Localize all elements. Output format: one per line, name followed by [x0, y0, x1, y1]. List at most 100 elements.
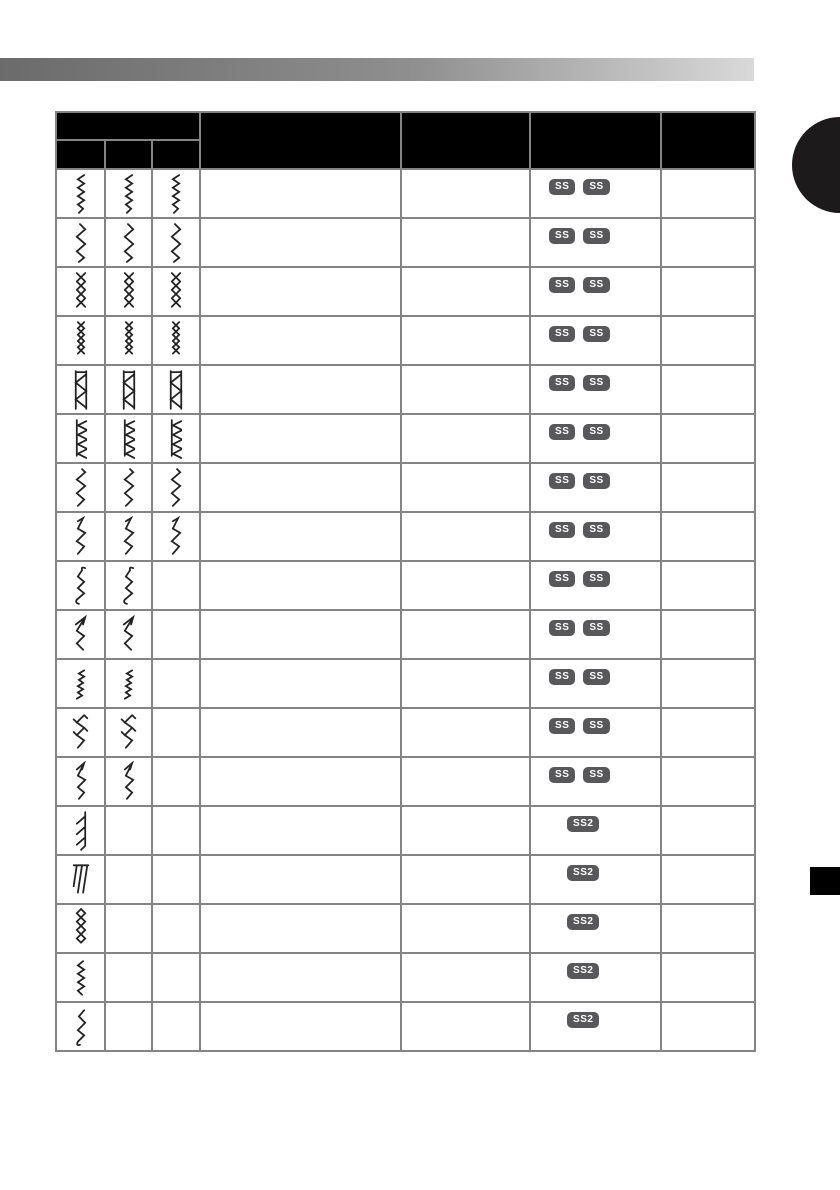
table-row: SS SS: [55, 756, 757, 807]
presser-foot-badge: SS: [583, 522, 610, 538]
presser-foot-badge: SS: [583, 767, 610, 783]
empty-stitch-cell: [150, 952, 202, 1003]
page-ref-cell: [660, 805, 757, 856]
header-subcell-1: [55, 139, 106, 170]
stitch-cell: [55, 1001, 106, 1052]
empty-stitch-cell: [150, 854, 202, 905]
stitch-cell: [104, 413, 153, 464]
triangle-chain-stitch-icon: [124, 320, 133, 354]
foot-badge-cell: SS SS: [529, 266, 663, 317]
stitch-cell: [150, 364, 202, 415]
index-edge-tab: [810, 867, 840, 895]
badge-group: SS SS: [549, 277, 660, 293]
stitch-table-body: SS SS SS SS SS SS SS SS SS SS SS SS SS SS SS SS SS SS SS SS…: [55, 168, 757, 1052]
table-row: SS SS: [55, 707, 757, 758]
notes-cell: [400, 952, 532, 1003]
serif-zigzag-stitch-icon: [170, 515, 182, 555]
empty-stitch-cell: [150, 805, 202, 856]
foot-badge-cell: SS2: [529, 952, 663, 1003]
page-ref-cell: [660, 854, 757, 905]
header-subcell-3: [150, 139, 202, 170]
stitch-cell: [55, 952, 106, 1003]
description-cell: [199, 511, 403, 562]
description-cell: [199, 903, 403, 954]
table-row: SS2: [55, 1001, 757, 1052]
empty-stitch-cell: [104, 952, 153, 1003]
stitch-cell: [104, 609, 153, 660]
table-row: SS SS: [55, 462, 757, 513]
presser-foot-badge: SS: [549, 424, 576, 440]
page-ref-cell: [660, 413, 757, 464]
table-header-row-top: [54, 111, 757, 170]
stitch-cell: [55, 413, 106, 464]
serpentine-stitch-icon: [123, 173, 134, 214]
table-row: SS2: [55, 854, 757, 905]
description-cell: [199, 805, 403, 856]
presser-foot-badge: SS: [549, 375, 576, 391]
cross-stitch-icon: [123, 271, 134, 308]
page-ref-cell: [660, 707, 757, 758]
double-arrow-zigzag-stitch-icon: [75, 760, 87, 800]
presser-foot-badge: SS2: [567, 963, 600, 979]
wide-zigzag-stitch-icon: [170, 222, 182, 263]
page-ref-cell: [660, 364, 757, 415]
badge-group: SS SS: [549, 424, 660, 440]
presser-foot-badge: SS: [583, 424, 610, 440]
description-cell: [199, 413, 403, 464]
notes-cell: [400, 756, 532, 807]
presser-foot-badge: SS: [549, 669, 576, 685]
stitch-cell: [104, 560, 153, 611]
serpentine-stitch-icon: [171, 173, 181, 214]
notes-cell: [400, 511, 532, 562]
stitch-cell: [104, 364, 153, 415]
notes-cell: [400, 413, 532, 464]
presser-foot-badge: SS: [583, 473, 610, 489]
description-cell: [199, 266, 403, 317]
foot-badge-cell: SS SS: [529, 707, 663, 758]
stitch-cell: [55, 266, 106, 317]
ticked-zigzag-stitch-icon: [72, 713, 88, 749]
foot-badge-cell: SS2: [529, 903, 663, 954]
page-ref-cell: [660, 511, 757, 562]
badge-group: SS SS: [549, 375, 660, 391]
page-ref-cell: [660, 609, 757, 660]
stitch-cell: [104, 707, 153, 758]
presser-foot-badge: SS: [549, 718, 576, 734]
loose-zigzag-stitch-icon: [122, 467, 135, 507]
stitch-cell: [150, 462, 202, 513]
badge-group: SS SS: [549, 669, 660, 685]
dense-diagonal-stitch-icon: [75, 668, 86, 700]
stitch-cell: [104, 315, 153, 366]
description-cell: [199, 952, 403, 1003]
presser-foot-badge: SS: [549, 179, 576, 195]
description-cell: [199, 854, 403, 905]
presser-foot-badge: SS: [583, 228, 610, 244]
empty-stitch-cell: [150, 1001, 202, 1052]
table-row: SS SS: [55, 511, 757, 562]
squiggle-hook-stitch-icon: [122, 566, 134, 605]
header-subcell-2: [104, 139, 153, 170]
presser-foot-badge: SS: [549, 522, 576, 538]
notes-cell: [400, 560, 532, 611]
foot-badge-cell: SS SS: [529, 413, 663, 464]
foot-badge-cell: SS SS: [529, 560, 663, 611]
stitch-cell: [104, 217, 153, 268]
empty-stitch-cell: [104, 1001, 153, 1052]
stitch-cell: [55, 511, 106, 562]
stitch-cell: [55, 217, 106, 268]
notes-cell: [400, 217, 532, 268]
stitch-cell: [150, 168, 202, 219]
notes-cell: [400, 707, 532, 758]
description-cell: [199, 658, 403, 709]
presser-foot-badge: SS: [549, 228, 576, 244]
stitch-cell: [150, 217, 202, 268]
presser-foot-badge: SS: [549, 767, 576, 783]
page-ref-cell: [660, 462, 757, 513]
diamond-chain-stitch-icon: [75, 907, 86, 944]
badge-group: SS SS: [549, 228, 660, 244]
notes-cell: [400, 805, 532, 856]
presser-foot-badge: SS: [583, 375, 610, 391]
page-ref-cell: [660, 315, 757, 366]
foot-badge-cell: SS2: [529, 854, 663, 905]
